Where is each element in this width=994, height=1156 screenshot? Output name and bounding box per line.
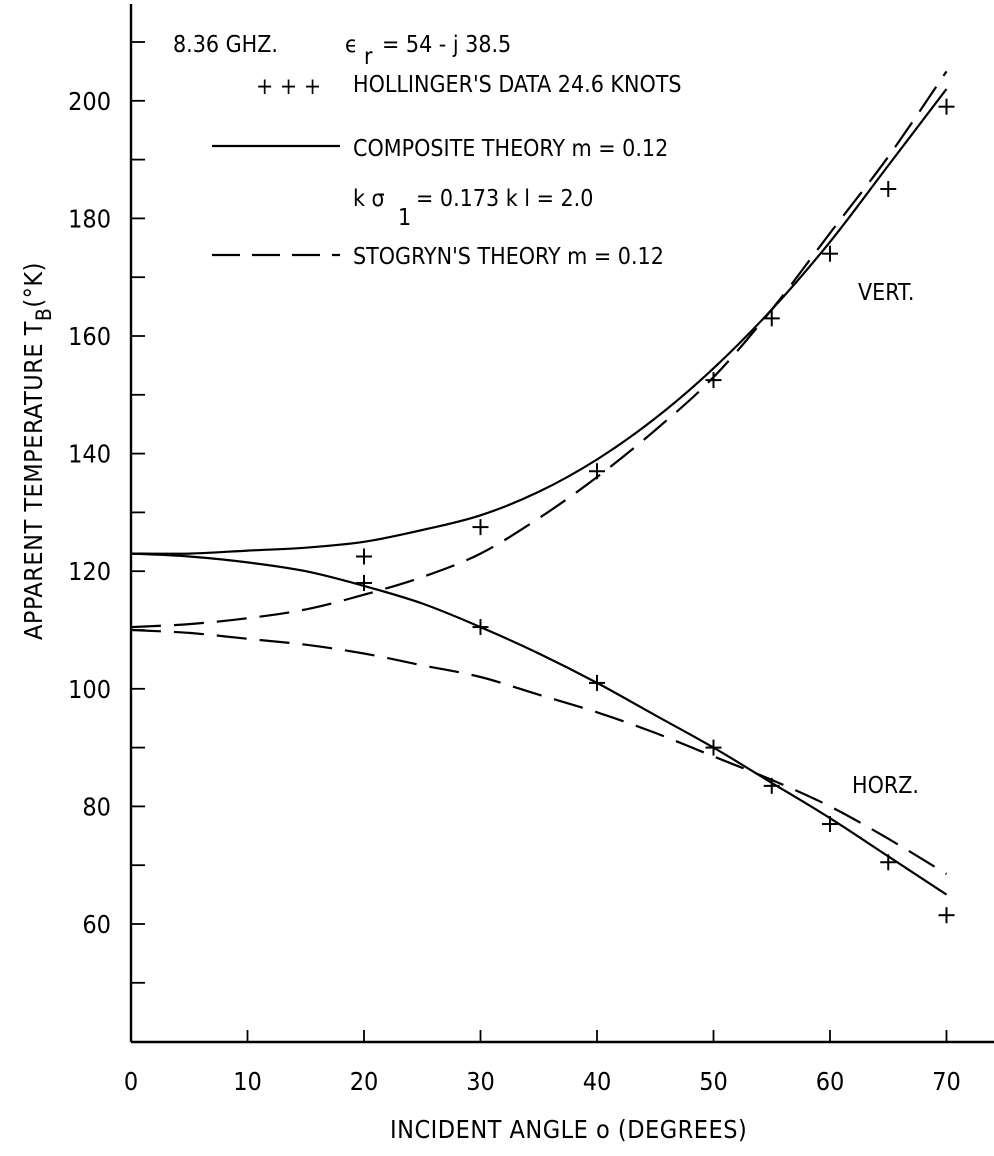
data-point-plus xyxy=(880,181,897,197)
data-point-plus xyxy=(356,548,372,565)
x-tick-label: 10 xyxy=(233,1067,262,1096)
plot-axes xyxy=(129,4,994,1044)
epsilon-value: = 54 - j 38.5 xyxy=(382,32,511,58)
data-point-plus xyxy=(763,777,780,794)
y-axis-title: APPARENT TEMPERATURE TB(°K) xyxy=(19,262,56,640)
y-axis-title-unit: (°K) xyxy=(19,262,48,308)
legend-data-label: HOLLINGER'S DATA 24.6 KNOTS xyxy=(353,72,682,98)
x-tick-label: 50 xyxy=(699,1067,728,1096)
legend-composite-params-b: = 0.173 k l = 2.0 xyxy=(416,186,593,212)
data-point-plus xyxy=(880,854,897,871)
x-tick-label: 60 xyxy=(816,1067,845,1096)
data-point-plus xyxy=(472,519,489,536)
data-point-plus xyxy=(589,674,605,691)
data-point-plus xyxy=(763,310,780,327)
x-tick-label: 40 xyxy=(583,1067,612,1096)
composite-horz-curve xyxy=(130,552,948,896)
y-tick-label: 200 xyxy=(68,87,111,116)
data-point-plus xyxy=(589,463,605,480)
y-axis-title-subscript: B xyxy=(32,308,56,321)
y-axis-title-group: APPARENT TEMPERATURE TB(°K) xyxy=(19,262,56,640)
data-point-plus xyxy=(472,619,489,636)
legend-composite-params-sub: 1 xyxy=(398,205,411,231)
epsilon-symbol: ϵ xyxy=(345,32,358,58)
x-tick-label: 0 xyxy=(124,1067,138,1096)
horz-curve-label: HORZ. xyxy=(852,773,919,799)
y-tick-label: 80 xyxy=(82,792,111,821)
data-point-plus xyxy=(705,372,722,389)
data-markers xyxy=(356,98,955,924)
data-point-plus xyxy=(938,98,955,115)
y-tick-label: 100 xyxy=(68,675,111,704)
legend-data-symbol: + + + xyxy=(256,74,321,100)
stogryn-vert-curve xyxy=(130,70,948,629)
legend-stogryn-label: STOGRYN'S THEORY m = 0.12 xyxy=(353,244,664,270)
vert-curve-label: VERT. xyxy=(858,280,914,306)
theory-curves xyxy=(130,70,948,896)
x-axis-title: INCIDENT ANGLE o (DEGREES) xyxy=(390,1115,747,1144)
y-tick-label: 120 xyxy=(68,557,111,586)
data-point-plus xyxy=(356,574,372,591)
y-axis-title-main: APPARENT TEMPERATURE T xyxy=(19,321,48,640)
legend-composite-label: COMPOSITE THEORY m = 0.12 xyxy=(353,136,668,162)
data-point-plus xyxy=(822,816,838,833)
composite-vert-curve xyxy=(130,88,948,555)
legend-composite-params-a: k σ xyxy=(353,186,385,212)
data-point-plus xyxy=(705,739,722,756)
y-tick-label: 160 xyxy=(68,322,111,351)
y-tick-label: 60 xyxy=(82,910,111,939)
y-tick-label: 180 xyxy=(68,204,111,233)
frequency-label: 8.36 GHZ. xyxy=(173,32,278,58)
stogryn-horz-curve xyxy=(130,628,948,875)
data-point-plus xyxy=(822,245,838,262)
x-tick-label: 30 xyxy=(466,1067,495,1096)
axis-ticks: 0 10 20 30 40 50 60 70 60 80 100 120 140 160 180 200 xyxy=(68,41,961,1096)
data-point-plus xyxy=(938,907,955,924)
x-tick-label: 70 xyxy=(932,1067,961,1096)
y-tick-label: 140 xyxy=(68,440,111,469)
epsilon-subscript: r xyxy=(364,44,373,70)
x-tick-label: 20 xyxy=(350,1067,379,1096)
